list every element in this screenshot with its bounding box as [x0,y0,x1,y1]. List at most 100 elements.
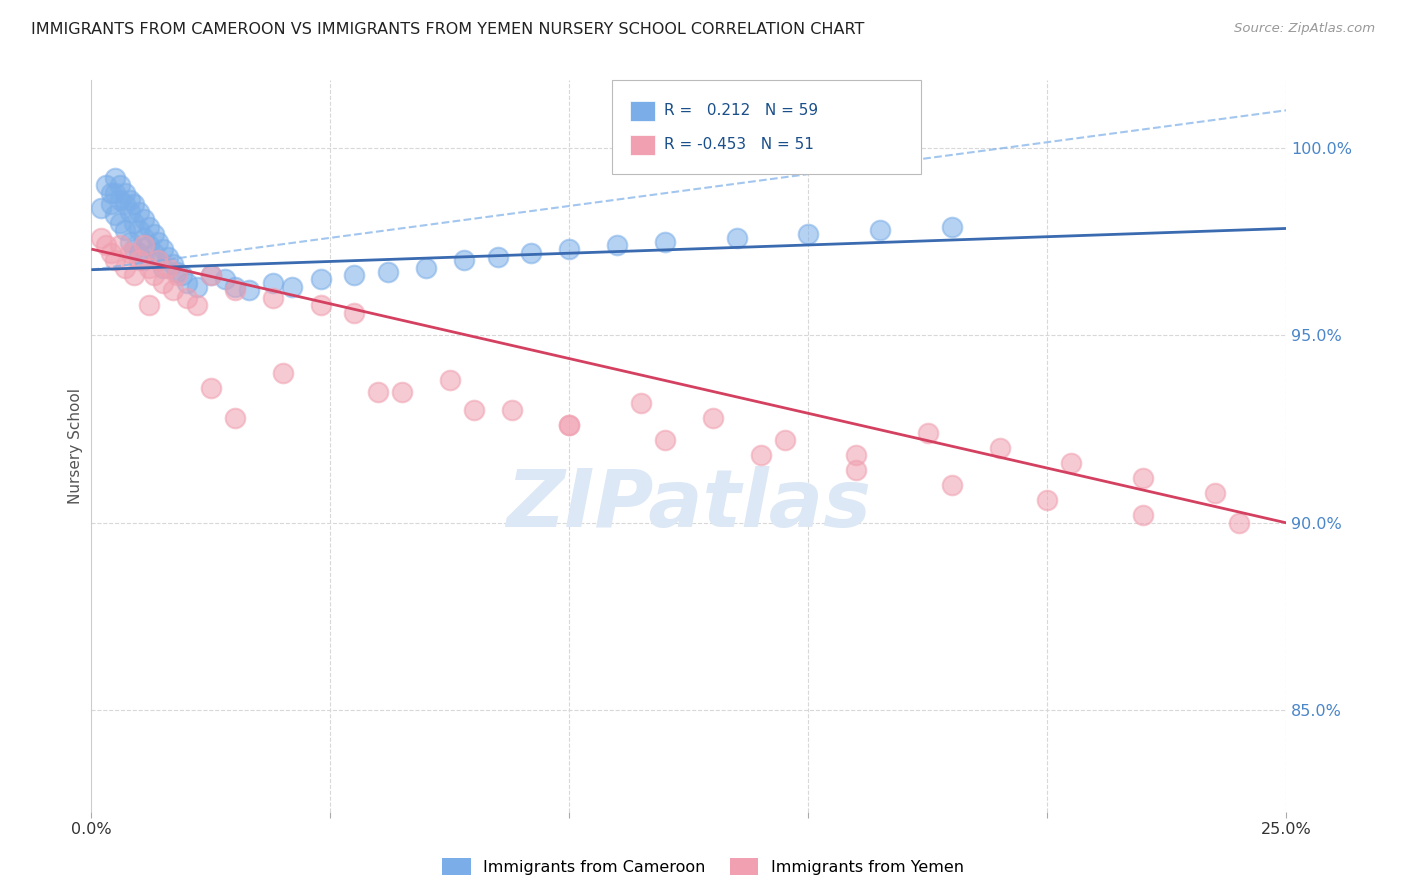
Point [281,279,304,293]
Point [606,238,628,252]
Point [100,186,122,200]
Point [654,235,676,249]
Point [138,298,160,312]
Point [104,170,127,185]
Point [166,264,188,278]
Point [124,216,146,230]
Point [118,194,141,208]
Point [224,283,246,297]
Point [377,264,399,278]
Point [118,204,141,219]
Point [917,425,939,440]
Point [558,242,581,256]
Point [271,366,294,380]
Point [132,238,155,252]
Point [343,268,366,283]
Point [309,298,332,312]
Point [100,197,122,211]
Point [200,268,222,283]
Point [845,463,868,477]
Point [94,238,117,252]
Point [128,245,150,260]
Point [186,279,208,293]
Point [124,242,146,256]
Point [845,449,868,463]
Point [128,253,150,268]
Point [138,219,160,234]
Point [224,279,246,293]
Point [1036,493,1059,508]
Point [988,441,1011,455]
Point [749,449,772,463]
Y-axis label: Nursery School: Nursery School [67,388,83,504]
Point [142,268,165,283]
Point [453,253,475,268]
Point [309,272,332,286]
Point [262,291,284,305]
Point [108,178,131,193]
Point [108,238,131,252]
Point [941,478,963,492]
Point [558,418,581,433]
Point [166,268,188,283]
Point [773,434,796,448]
Point [162,257,184,271]
Point [118,235,141,249]
Point [162,283,184,297]
Legend: Immigrants from Cameroon, Immigrants from Yemen: Immigrants from Cameroon, Immigrants fro… [437,854,969,880]
Text: R = -0.453   N = 51: R = -0.453 N = 51 [664,137,814,153]
Point [367,384,389,399]
Point [1060,456,1083,470]
Point [156,250,179,264]
Point [138,260,160,275]
Point [104,253,127,268]
Point [630,396,652,410]
Point [463,403,485,417]
Point [132,253,155,268]
Point [415,260,437,275]
Point [1132,508,1154,523]
Point [224,410,246,425]
Point [1227,516,1250,530]
Point [128,223,150,237]
Point [142,227,165,241]
Point [104,186,127,200]
Point [702,410,724,425]
Point [148,235,170,249]
Text: ZIPatlas: ZIPatlas [506,466,872,543]
Text: IMMIGRANTS FROM CAMEROON VS IMMIGRANTS FROM YEMEN NURSERY SCHOOL CORRELATION CHA: IMMIGRANTS FROM CAMEROON VS IMMIGRANTS F… [31,22,865,37]
Point [118,245,141,260]
Point [200,381,222,395]
Point [114,260,136,275]
Point [148,253,170,268]
Point [869,223,891,237]
Point [238,283,260,297]
Point [186,298,208,312]
Point [725,231,748,245]
Point [501,403,523,417]
Point [100,245,122,260]
Point [156,260,179,275]
Point [104,208,127,222]
Point [94,178,117,193]
Point [1132,471,1154,485]
Point [152,276,174,290]
Text: R =   0.212   N = 59: R = 0.212 N = 59 [664,103,818,119]
Point [138,238,160,252]
Point [114,197,136,211]
Point [1204,486,1226,500]
Point [200,268,222,283]
Point [214,272,236,286]
Point [172,268,194,283]
Point [128,204,150,219]
Point [132,231,155,245]
Point [124,197,146,211]
Point [391,384,413,399]
Point [124,268,146,283]
Point [90,201,112,215]
Point [90,231,112,245]
Point [114,186,136,200]
Point [654,434,676,448]
Point [108,216,131,230]
Point [262,276,284,290]
